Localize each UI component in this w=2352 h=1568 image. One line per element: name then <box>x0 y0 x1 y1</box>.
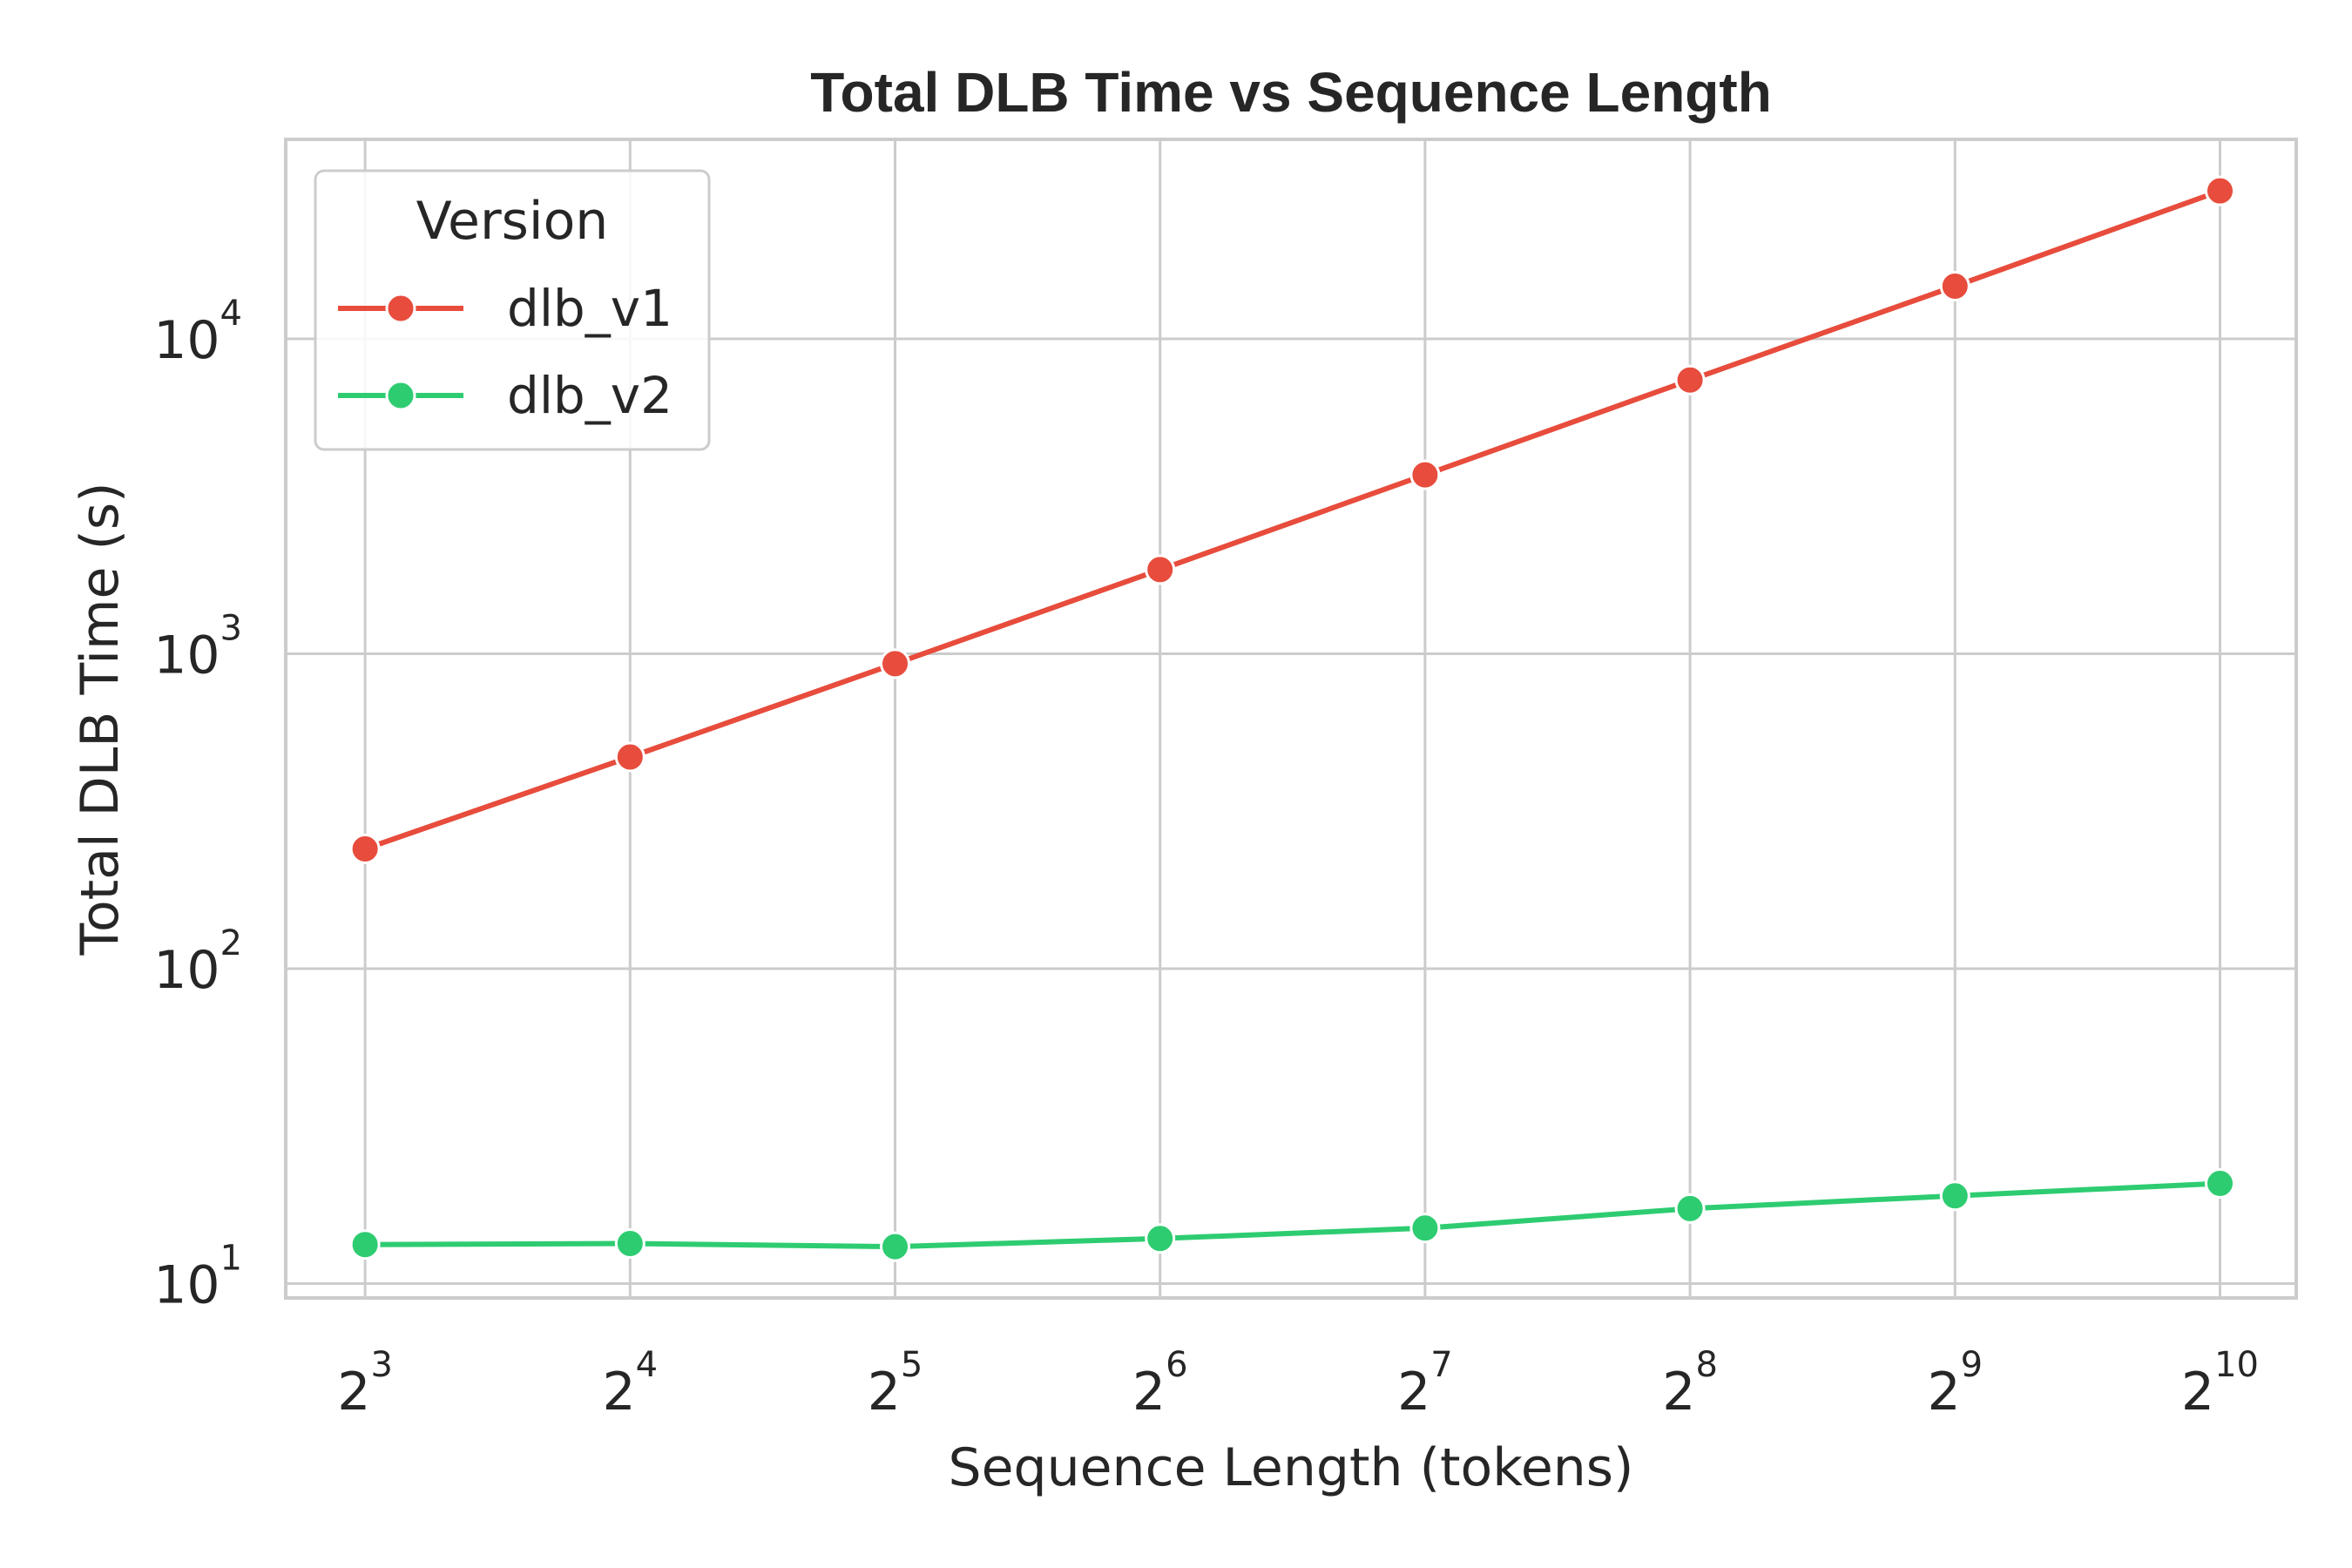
x-tick-label: 25 <box>868 1345 923 1423</box>
series-line-dlb_v2 <box>362 1180 2223 1250</box>
series-lines <box>362 188 2223 1250</box>
y-tick-label: 103 <box>153 608 242 686</box>
y-ticks: 101 102 103 104 <box>153 294 242 1315</box>
y-tick-label: 104 <box>153 294 242 371</box>
x-tick-label: 23 <box>337 1345 393 1423</box>
legend-label-dlb_v1: dlb_v1 <box>507 279 672 338</box>
y-tick-label: 102 <box>153 923 242 1001</box>
legend-entries: dlb_v1 dlb_v2 <box>338 279 672 425</box>
y-tick-label: 101 <box>153 1238 242 1315</box>
data-point-dlb_v1 <box>2204 175 2235 206</box>
x-tick-label: 29 <box>1927 1345 1983 1423</box>
data-point-dlb_v1 <box>614 741 645 773</box>
legend-title: Version <box>416 191 609 252</box>
y-axis-label: Total DLB Time (s) <box>70 482 131 956</box>
grid <box>286 139 2296 1298</box>
legend-frame <box>314 169 711 451</box>
data-point-dlb_v2 <box>1939 1180 1970 1212</box>
legend: Version dlb_v1 dlb_v2 <box>314 169 711 451</box>
data-point-dlb_v1 <box>880 648 911 679</box>
data-point-dlb_v1 <box>1409 459 1441 490</box>
data-point-dlb_v2 <box>349 1229 381 1260</box>
x-tick-label: 26 <box>1132 1345 1188 1423</box>
legend-marker-dlb_v2 <box>385 380 416 411</box>
x-ticks: 23 24 25 26 27 28 29 210 <box>337 1345 2259 1423</box>
series-line-dlb_v1 <box>362 188 2223 852</box>
chart-title: Total DLB Time vs Sequence Length <box>810 61 1772 124</box>
data-point-dlb_v1 <box>1939 271 1970 302</box>
legend-label-dlb_v2: dlb_v2 <box>507 366 672 425</box>
legend-marker-dlb_v1 <box>385 293 416 324</box>
data-point-dlb_v2 <box>1409 1213 1441 1244</box>
data-point-dlb_v1 <box>349 834 381 865</box>
x-tick-label: 27 <box>1397 1345 1453 1423</box>
data-point-dlb_v1 <box>1674 364 1706 395</box>
x-axis-label: Sequence Length (tokens) <box>949 1437 1634 1498</box>
data-point-dlb_v2 <box>2204 1167 2235 1199</box>
x-tick-label: 210 <box>2181 1345 2259 1423</box>
data-point-dlb_v1 <box>1145 554 1176 585</box>
plot-frame <box>284 138 2298 1300</box>
data-point-dlb_v2 <box>1145 1223 1176 1254</box>
data-point-dlb_v2 <box>1674 1193 1706 1224</box>
data-point-dlb_v2 <box>880 1231 911 1262</box>
series-markers <box>349 175 2235 1262</box>
x-tick-label: 28 <box>1662 1345 1718 1423</box>
data-point-dlb_v2 <box>614 1228 645 1260</box>
x-tick-label: 24 <box>602 1345 658 1423</box>
